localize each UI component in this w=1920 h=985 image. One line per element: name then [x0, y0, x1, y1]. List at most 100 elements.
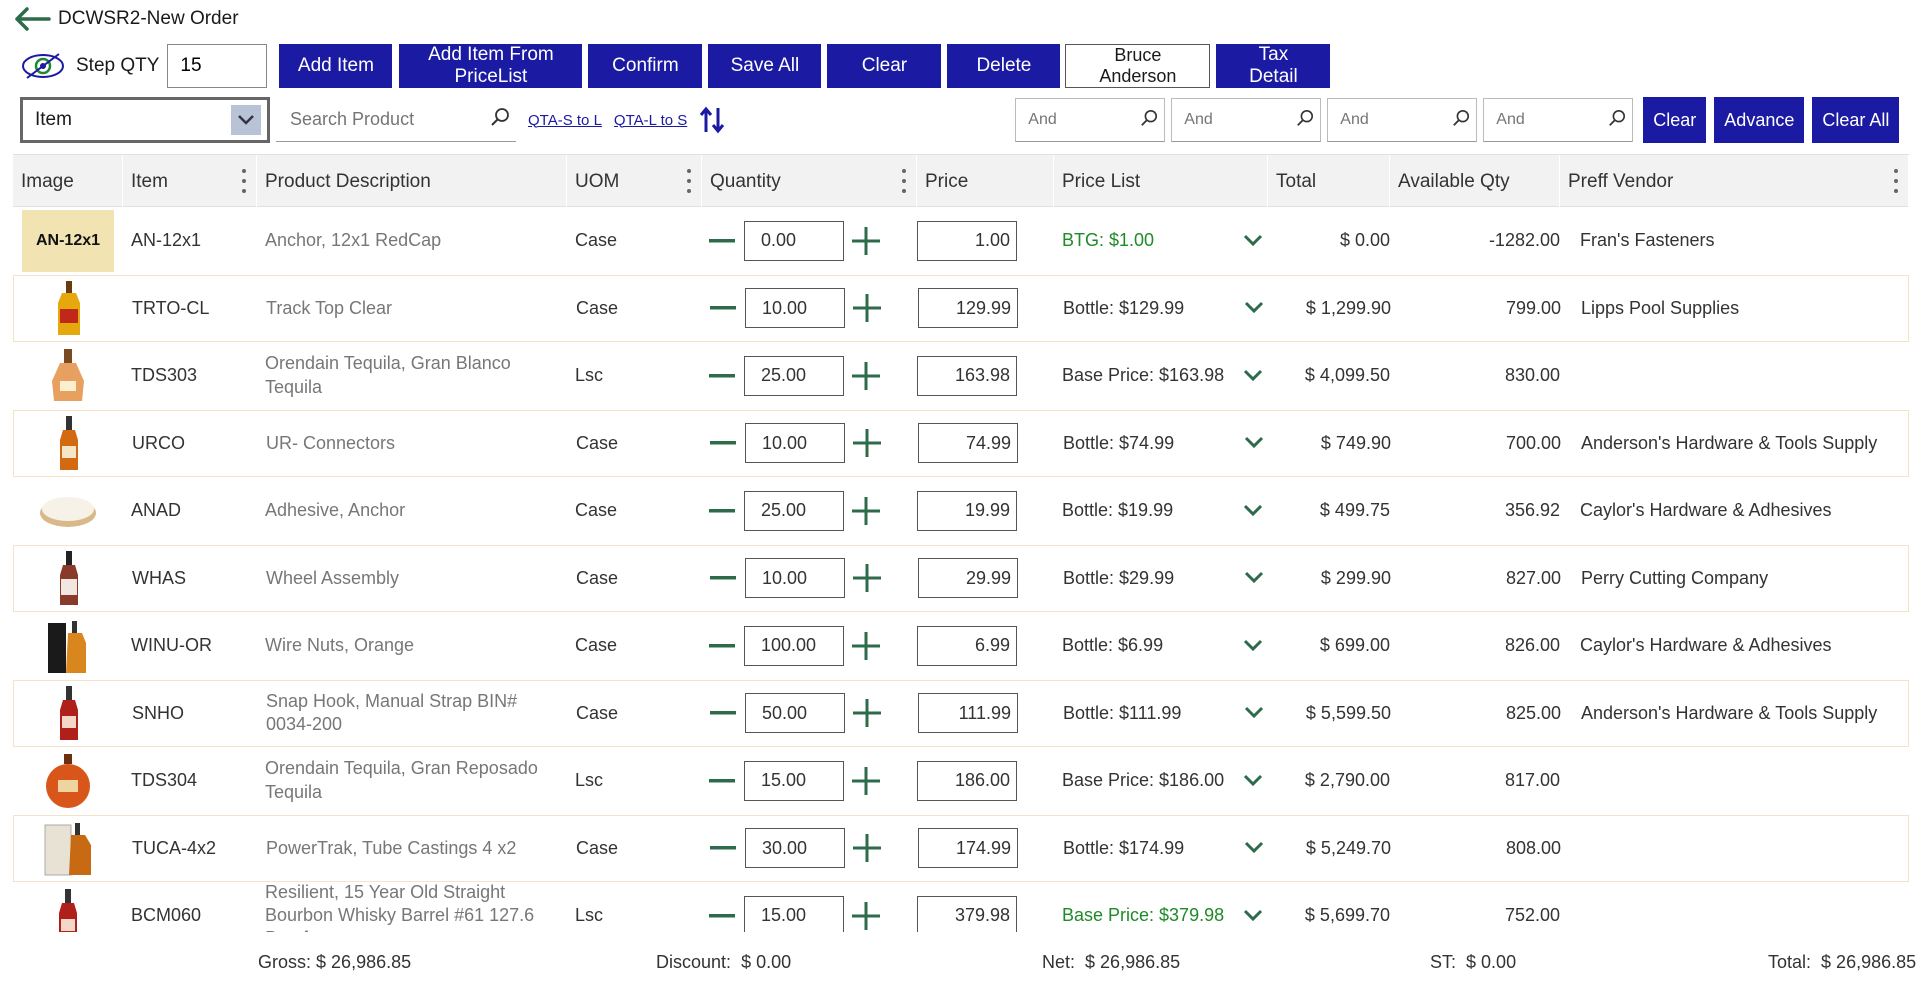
user-button[interactable]: Bruce Anderson — [1065, 44, 1211, 88]
quantity-input[interactable]: 25.00 — [744, 355, 844, 396]
chevron-down-icon[interactable] — [1238, 226, 1268, 256]
search-field-dropdown[interactable]: Item — [20, 97, 270, 143]
and-filter-input-4[interactable] — [1496, 111, 1597, 129]
price-list-cell[interactable]: Bottle: $129.99 — [1055, 276, 1269, 342]
price-input[interactable]: 1.00 — [917, 220, 1017, 261]
qta-l-to-s-link[interactable]: QTA-L to S — [613, 111, 688, 129]
plus-icon[interactable] — [847, 558, 887, 598]
search-icon[interactable] — [1140, 109, 1158, 132]
search-icon[interactable] — [1296, 109, 1314, 132]
minus-icon[interactable] — [703, 693, 743, 733]
price-input[interactable]: 186.00 — [917, 760, 1017, 801]
search-icon[interactable] — [490, 107, 510, 132]
column-menu-icon[interactable] — [1894, 169, 1900, 193]
search-product-input[interactable] — [290, 109, 470, 130]
table-row[interactable]: TRTO-CL Track Top Clear Case 10.00 129.9… — [13, 274, 1909, 342]
minus-icon[interactable] — [702, 491, 742, 531]
price-input[interactable]: 19.99 — [917, 490, 1017, 531]
col-description[interactable]: Product Description — [257, 155, 567, 208]
table-row[interactable]: AN-12x1 AN-12x1 Anchor, 12x1 RedCap Case… — [13, 207, 1909, 275]
plus-icon[interactable] — [847, 423, 887, 463]
quantity-input[interactable]: 30.00 — [745, 828, 845, 869]
col-price[interactable]: Price — [917, 155, 1054, 208]
chevron-down-icon[interactable] — [1239, 698, 1269, 728]
col-total[interactable]: Total — [1268, 155, 1390, 208]
price-list-cell[interactable]: Base Price: $186.00 — [1054, 747, 1268, 815]
chevron-down-icon[interactable] — [1239, 293, 1269, 323]
and-filter-input-2[interactable] — [1184, 111, 1285, 129]
qta-s-to-l-link[interactable]: QTA-S to L — [528, 111, 602, 129]
minus-icon[interactable] — [702, 896, 742, 932]
quantity-input[interactable]: 10.00 — [745, 558, 845, 599]
plus-icon[interactable] — [846, 356, 886, 396]
price-input[interactable]: 29.99 — [918, 558, 1018, 599]
filter-clear-button[interactable]: Clear — [1643, 97, 1707, 143]
column-menu-icon[interactable] — [242, 169, 248, 193]
plus-icon[interactable] — [847, 828, 887, 868]
table-row[interactable]: ANAD Adhesive, Anchor Case 25.00 19.99 B… — [13, 477, 1909, 545]
quantity-input[interactable]: 100.00 — [744, 625, 844, 666]
plus-icon[interactable] — [846, 626, 886, 666]
price-list-cell[interactable]: Bottle: $174.99 — [1055, 816, 1269, 882]
price-list-cell[interactable]: Base Price: $163.98 — [1054, 342, 1268, 410]
col-image[interactable]: Image — [13, 155, 123, 208]
sort-icon[interactable] — [699, 105, 725, 135]
table-row[interactable]: SNHO Snap Hook, Manual Strap BIN# 0034-2… — [13, 679, 1909, 747]
table-row[interactable]: BCM060 Resilient, 15 Year Old Straight B… — [13, 882, 1909, 932]
search-icon[interactable] — [1452, 109, 1470, 132]
chevron-down-icon[interactable] — [1238, 631, 1268, 661]
chevron-down-icon[interactable] — [1238, 496, 1268, 526]
column-menu-icon[interactable] — [687, 169, 693, 193]
chevron-down-icon[interactable] — [1239, 428, 1269, 458]
tax-detail-button[interactable]: Tax Detail — [1216, 44, 1331, 88]
minus-icon[interactable] — [703, 828, 743, 868]
plus-icon[interactable] — [846, 896, 886, 932]
chevron-down-icon[interactable] — [1239, 563, 1269, 593]
col-quantity[interactable]: Quantity — [702, 155, 917, 208]
save-all-button[interactable]: Save All — [708, 44, 822, 88]
plus-icon[interactable] — [846, 221, 886, 261]
table-row[interactable]: WHAS Wheel Assembly Case 10.00 29.99 Bot… — [13, 544, 1909, 612]
confirm-button[interactable]: Confirm — [588, 44, 703, 88]
eye-icon[interactable] — [20, 48, 66, 84]
add-item-from-pricelist-button[interactable]: Add Item From PriceList — [399, 44, 583, 88]
quantity-input[interactable]: 25.00 — [744, 490, 844, 531]
quantity-input[interactable]: 0.00 — [744, 220, 844, 261]
chevron-down-icon[interactable] — [1239, 833, 1269, 863]
col-preff-vendor[interactable]: Preff Vendor — [1560, 155, 1909, 208]
price-list-cell[interactable]: BTG: $1.00 — [1054, 207, 1268, 275]
chevron-down-icon[interactable] — [231, 105, 261, 135]
delete-button[interactable]: Delete — [947, 44, 1061, 88]
table-row[interactable]: TUCA-4x2 PowerTrak, Tube Castings 4 x2 C… — [13, 814, 1909, 882]
minus-icon[interactable] — [702, 761, 742, 801]
price-list-cell[interactable]: Bottle: $6.99 — [1054, 612, 1268, 680]
minus-icon[interactable] — [703, 423, 743, 463]
clear-button[interactable]: Clear — [827, 44, 942, 88]
minus-icon[interactable] — [702, 356, 742, 396]
price-input[interactable]: 74.99 — [918, 423, 1018, 464]
advance-button[interactable]: Advance — [1714, 97, 1805, 143]
step-qty-input[interactable] — [167, 44, 268, 88]
price-input[interactable]: 111.99 — [918, 693, 1018, 734]
price-input[interactable]: 6.99 — [917, 625, 1017, 666]
col-item[interactable]: Item — [123, 155, 257, 208]
search-icon[interactable] — [1608, 109, 1626, 132]
quantity-input[interactable]: 15.00 — [744, 760, 844, 801]
column-menu-icon[interactable] — [902, 169, 908, 193]
and-filter-input-1[interactable] — [1028, 111, 1129, 129]
minus-icon[interactable] — [703, 288, 743, 328]
table-row[interactable]: TDS303 Orendain Tequila, Gran Blanco Teq… — [13, 342, 1909, 410]
price-list-cell[interactable]: Bottle: $29.99 — [1055, 546, 1269, 612]
minus-icon[interactable] — [702, 626, 742, 666]
table-row[interactable]: URCO UR- Connectors Case 10.00 74.99 Bot… — [13, 409, 1909, 477]
quantity-input[interactable]: 10.00 — [745, 288, 845, 329]
price-input[interactable]: 163.98 — [917, 355, 1017, 396]
and-filter-input-3[interactable] — [1340, 111, 1441, 129]
plus-icon[interactable] — [847, 693, 887, 733]
back-arrow-icon[interactable] — [10, 0, 54, 38]
col-uom[interactable]: UOM — [567, 155, 702, 208]
plus-icon[interactable] — [847, 288, 887, 328]
add-item-button[interactable]: Add Item — [279, 44, 393, 88]
price-list-cell[interactable]: Bottle: $74.99 — [1055, 411, 1269, 477]
price-list-cell[interactable]: Base Price: $379.98 — [1054, 882, 1268, 932]
